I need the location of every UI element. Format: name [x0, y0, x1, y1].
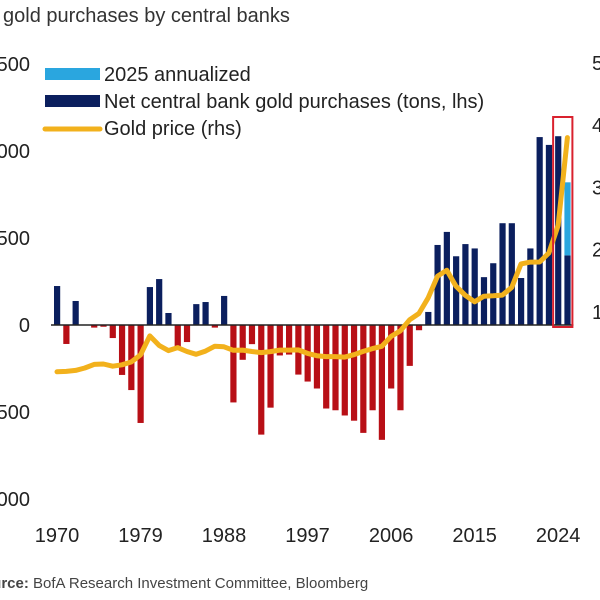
- bar-2006: [388, 325, 395, 389]
- legend-label: Net central bank gold purchases (tons, l…: [104, 91, 484, 113]
- bar-1970: [54, 286, 61, 325]
- bar-1984: [183, 325, 191, 343]
- bar-1983: [174, 325, 181, 351]
- y-left-tick-label: -1000: [0, 489, 30, 511]
- bar-1992: [258, 325, 265, 435]
- bar-2018: [499, 223, 506, 325]
- y-right-tick-label: 3: [592, 177, 600, 199]
- source-label: Source:: [0, 575, 29, 592]
- bar-1988: [221, 295, 228, 325]
- bar-1993: [267, 325, 274, 408]
- y-left-tick-label: 1000: [0, 141, 30, 163]
- y-right-tick-label: 5: [592, 53, 600, 75]
- y-left-tick-label: 500: [0, 228, 30, 250]
- chart-title: gold purchases by central banks: [3, 5, 290, 27]
- bar-1972: [72, 300, 79, 325]
- bar-2025-annualized: [564, 182, 571, 256]
- right-axis: 5 4 3 2 1: [592, 53, 600, 324]
- bar-1999: [323, 325, 330, 409]
- bar-2023: [545, 144, 553, 325]
- x-tick-label: 2006: [369, 525, 414, 547]
- bar-2005: [378, 325, 385, 440]
- source-note: Source: BofA Research Investment Committ…: [0, 575, 368, 592]
- bars: [54, 136, 571, 440]
- bar-1994: [276, 325, 283, 356]
- bar-2014: [462, 244, 469, 325]
- legend-swatch: [45, 68, 100, 80]
- bar-2000: [332, 325, 339, 411]
- bar-2015: [471, 248, 478, 325]
- bar-2008: [406, 325, 413, 366]
- x-tick-label: 1988: [202, 525, 247, 547]
- bar-1982: [165, 312, 172, 325]
- bar-1990: [239, 325, 246, 360]
- bar-1987: [211, 325, 218, 328]
- bar-2020: [518, 278, 525, 325]
- bar-2002: [350, 325, 358, 421]
- bar-2012: [443, 231, 450, 325]
- bar-2011: [434, 244, 441, 325]
- source-text: BofA Research Investment Committee, Bloo…: [29, 575, 368, 592]
- x-tick-label: 1970: [35, 525, 80, 547]
- x-tick-label: 1979: [118, 525, 163, 547]
- y-right-tick-label: 4: [592, 115, 600, 137]
- bar-2013: [453, 256, 460, 325]
- y-left-tick-label: 0: [19, 315, 30, 337]
- bar-1995: [286, 325, 293, 355]
- legend: 2025 annualized Net central bank gold pur…: [42, 64, 484, 140]
- legend-swatch: [45, 95, 100, 107]
- x-axis: 1970 1979 1988 1997 2006 2015 2024: [35, 525, 581, 547]
- bar-2003: [360, 325, 367, 433]
- bar-1991: [248, 325, 256, 345]
- y-left-tick-label: 1500: [0, 54, 30, 76]
- bar-1976: [109, 325, 116, 339]
- bar-1977: [118, 325, 126, 375]
- bar-2022: [536, 137, 543, 325]
- bar-1981: [156, 279, 163, 325]
- bar-1974: [91, 325, 98, 328]
- legend-label: Gold price (rhs): [104, 118, 242, 140]
- y-right-tick-label: 2: [592, 240, 600, 262]
- bar-2004: [369, 325, 376, 411]
- left-axis: 1500 1000 500 0 -500 -1000: [0, 54, 30, 511]
- highlight-box: [552, 116, 574, 328]
- bar-1980: [146, 287, 153, 325]
- x-tick-label: 1997: [285, 525, 330, 547]
- bar-1986: [202, 302, 209, 325]
- bar-2021: [527, 248, 534, 325]
- bar-2009: [415, 325, 423, 331]
- x-tick-label: 2024: [536, 525, 581, 547]
- bar-2025: [564, 255, 571, 325]
- x-tick-label: 2015: [452, 525, 497, 547]
- bar-1979: [137, 325, 144, 423]
- bar-2010: [425, 311, 432, 325]
- bar-1985: [193, 304, 200, 325]
- bar-2019: [508, 223, 515, 325]
- legend-label: 2025 annualized: [104, 64, 251, 86]
- y-left-tick-label: -500: [0, 402, 30, 424]
- bar-1989: [230, 325, 237, 403]
- gold-price-line: [54, 135, 570, 375]
- y-right-tick-label: 1: [592, 302, 600, 324]
- bar-2016: [480, 277, 488, 325]
- bar-1975: [100, 325, 107, 327]
- bar-1978: [128, 325, 135, 391]
- bar-2001: [341, 325, 348, 416]
- bar-2007: [397, 325, 404, 411]
- bar-1971: [63, 325, 70, 344]
